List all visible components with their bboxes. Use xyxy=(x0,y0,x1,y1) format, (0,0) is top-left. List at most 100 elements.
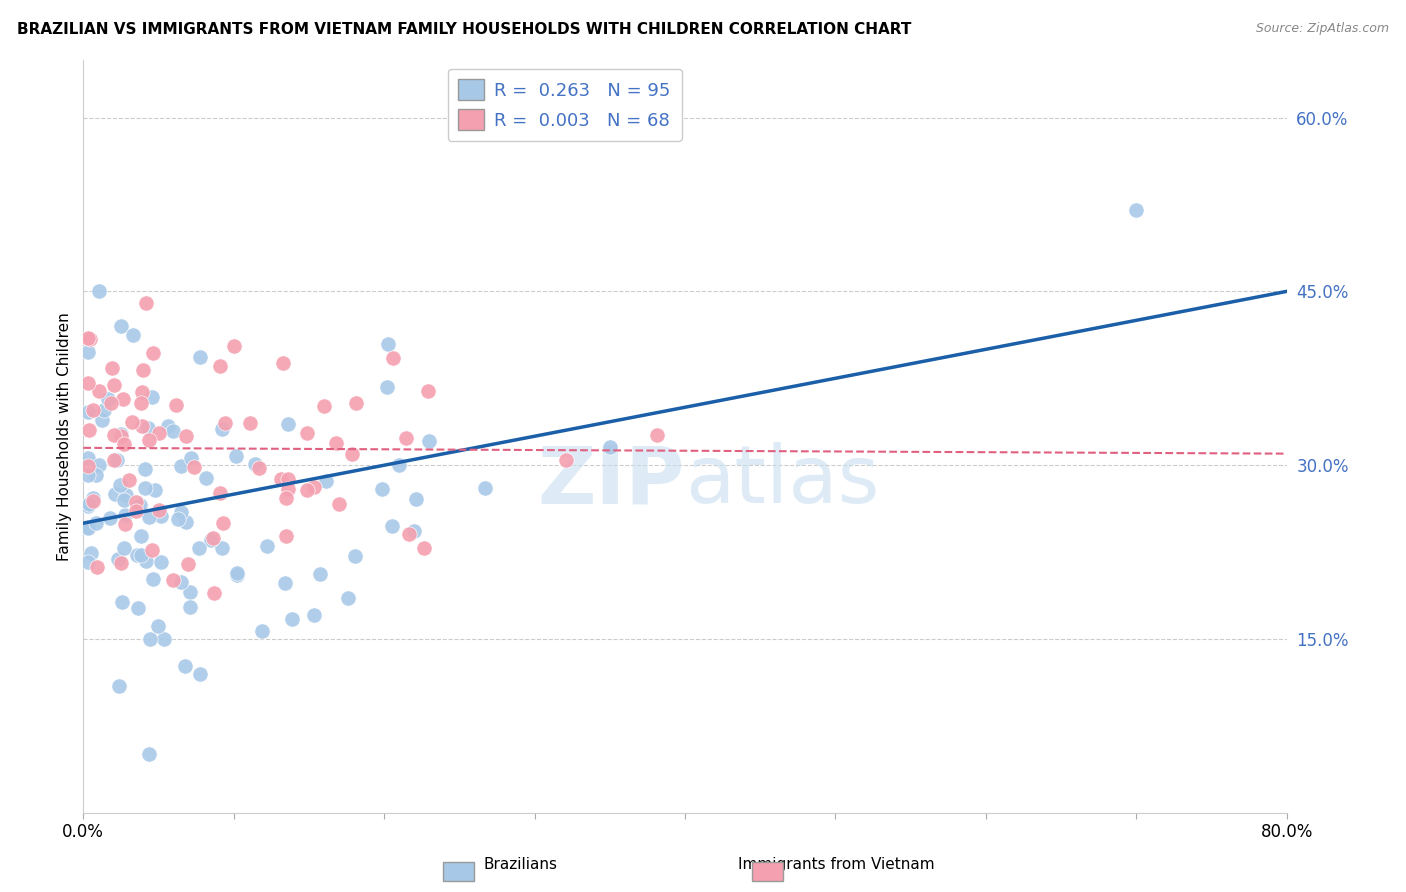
Point xyxy=(224,338,246,352)
Point xyxy=(121,328,143,343)
Point xyxy=(270,472,292,486)
Point xyxy=(152,632,174,646)
Point xyxy=(77,423,100,437)
Point xyxy=(149,508,172,523)
Point xyxy=(177,557,200,571)
Point xyxy=(129,499,152,513)
Point xyxy=(274,529,297,543)
Point xyxy=(148,502,170,516)
Point xyxy=(121,415,143,429)
Point xyxy=(87,384,110,399)
Point xyxy=(112,541,135,556)
Point xyxy=(108,477,131,491)
Point xyxy=(180,451,202,466)
Point xyxy=(295,426,318,441)
Point xyxy=(214,416,236,430)
Text: Immigrants from Vietnam: Immigrants from Vietnam xyxy=(738,857,935,872)
Point xyxy=(107,552,129,566)
Point xyxy=(209,486,232,500)
Point xyxy=(142,572,165,586)
Point xyxy=(225,449,247,463)
Point xyxy=(150,555,173,569)
Point xyxy=(599,441,621,455)
Point xyxy=(179,599,201,614)
Point xyxy=(344,549,367,563)
Point xyxy=(76,451,98,466)
Point xyxy=(226,568,249,582)
Point xyxy=(277,417,299,432)
Point xyxy=(86,559,108,574)
Point xyxy=(201,531,224,545)
Point xyxy=(127,601,149,615)
Point xyxy=(100,395,122,409)
Point xyxy=(115,488,138,502)
Text: BRAZILIAN VS IMMIGRANTS FROM VIETNAM FAMILY HOUSEHOLDS WITH CHILDREN CORRELATION: BRAZILIAN VS IMMIGRANTS FROM VIETNAM FAM… xyxy=(17,22,911,37)
Point xyxy=(111,595,134,609)
Point xyxy=(118,473,141,487)
Point xyxy=(82,494,104,508)
Point xyxy=(162,573,184,587)
Point xyxy=(125,494,148,508)
Point xyxy=(250,624,273,639)
Point xyxy=(277,482,299,496)
Point xyxy=(174,428,197,442)
Text: Source: ZipAtlas.com: Source: ZipAtlas.com xyxy=(1256,22,1389,36)
Point xyxy=(179,584,201,599)
Point xyxy=(162,424,184,438)
Point xyxy=(131,548,153,562)
Point xyxy=(187,541,209,555)
Point xyxy=(170,459,193,474)
Point xyxy=(183,459,205,474)
Point xyxy=(336,591,359,606)
Point xyxy=(388,458,411,472)
Point xyxy=(76,376,98,390)
Point xyxy=(418,384,440,398)
Point xyxy=(256,539,278,553)
Point xyxy=(103,427,125,442)
Point xyxy=(103,453,125,467)
Point xyxy=(114,516,136,531)
Point xyxy=(87,284,110,298)
Point xyxy=(190,666,212,681)
Point xyxy=(112,437,135,451)
Point xyxy=(315,474,337,488)
Point xyxy=(87,458,110,473)
Point xyxy=(225,566,247,580)
Point xyxy=(276,491,298,506)
Point xyxy=(84,467,107,482)
Point xyxy=(377,337,399,351)
Point xyxy=(131,419,153,434)
Point xyxy=(405,492,427,507)
Point xyxy=(110,428,132,442)
Point xyxy=(131,384,153,399)
Point xyxy=(195,471,218,485)
Point xyxy=(295,483,318,497)
Point xyxy=(170,575,193,590)
Point xyxy=(139,632,162,647)
Point xyxy=(76,500,98,514)
Point xyxy=(82,491,104,506)
Point xyxy=(271,356,294,370)
Point xyxy=(156,419,179,434)
Point xyxy=(302,608,325,623)
Point xyxy=(90,413,112,427)
Point xyxy=(142,346,165,360)
Point xyxy=(82,403,104,417)
Point xyxy=(202,586,225,600)
Point xyxy=(312,399,335,413)
Point xyxy=(114,508,136,522)
Point xyxy=(304,480,326,494)
Point xyxy=(77,521,100,535)
Point xyxy=(112,493,135,508)
Point xyxy=(309,566,332,581)
Point xyxy=(325,436,347,450)
Point xyxy=(176,516,198,530)
Point xyxy=(93,403,115,417)
Point xyxy=(134,461,156,475)
Point xyxy=(1125,203,1147,218)
Point xyxy=(381,518,404,533)
Point xyxy=(77,498,100,512)
Point xyxy=(127,500,149,514)
Point xyxy=(135,296,157,310)
Point xyxy=(103,378,125,392)
